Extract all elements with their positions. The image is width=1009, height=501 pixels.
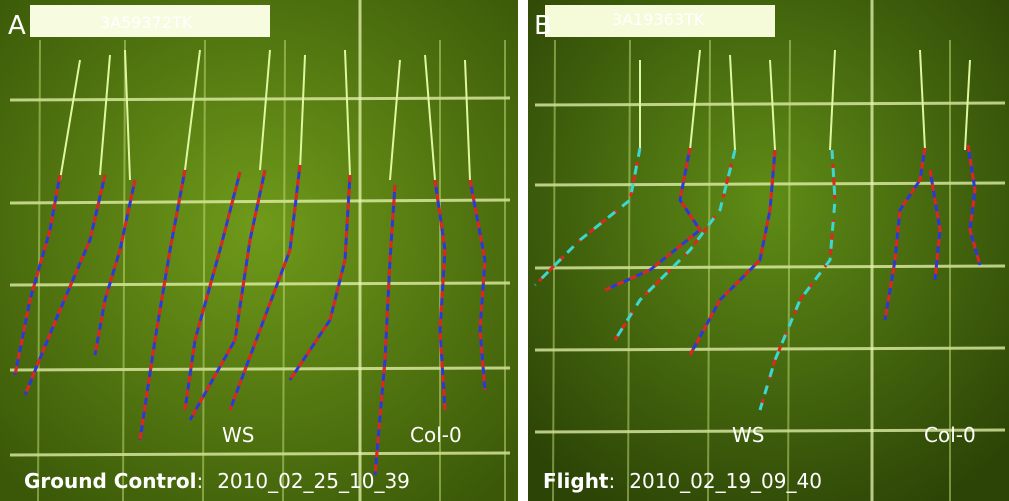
timestamp: 2010_02_19_09_40 — [629, 469, 822, 493]
plate-label: 3A19363TK — [612, 10, 705, 29]
caption: Flight:2010_02_19_09_40 — [543, 469, 822, 493]
panel-letter: A — [8, 11, 26, 41]
panel-b: 3A19363TK B WS Col-0 Flight:2010_02_19_0… — [528, 0, 1009, 501]
genotype-label: Col-0 — [924, 423, 976, 447]
condition: Flight — [543, 469, 609, 493]
timestamp: 2010_02_25_10_39 — [217, 469, 410, 493]
panel-a: 3A59372TK A WS Col-0 Ground Control:2010… — [0, 0, 518, 501]
caption: Ground Control:2010_02_25_10_39 — [24, 469, 410, 493]
genotype-label: WS — [732, 423, 764, 447]
figure: 3A59372TK A WS Col-0 Ground Control:2010… — [0, 0, 1009, 501]
genotype-label: Col-0 — [410, 423, 462, 447]
condition: Ground Control — [24, 469, 196, 493]
genotype-label: WS — [222, 423, 254, 447]
panel-letter: B — [534, 11, 552, 41]
separator: : — [609, 469, 616, 493]
plate-label: 3A59372TK — [100, 13, 193, 32]
separator: : — [196, 469, 203, 493]
